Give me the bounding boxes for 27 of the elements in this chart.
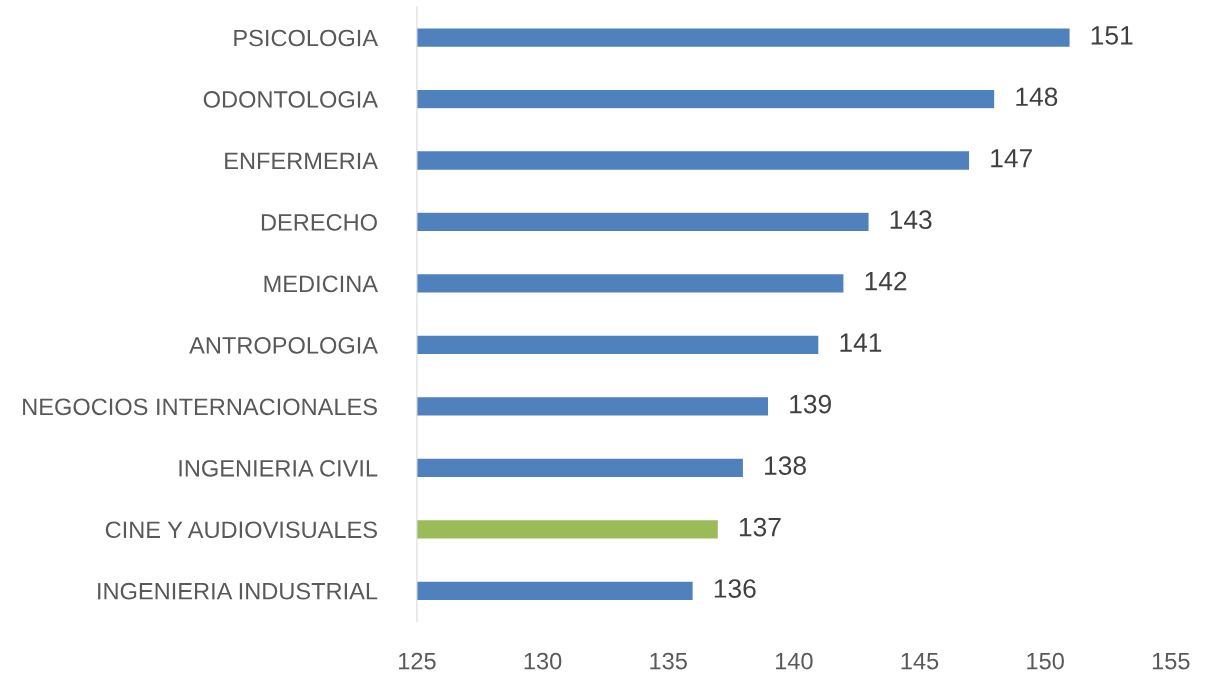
x-tick-label: 140 [775,652,813,670]
x-tick-label: 145 [901,652,939,670]
data-label: 136 [714,579,756,598]
y-tick-label: ENFERMERIA [225,152,378,170]
data-label: 143 [890,210,932,230]
x-tick-label: 155 [1152,652,1190,670]
y-tick-label: ANTROPOLOGIA [189,336,378,354]
x-tick-label: 125 [399,652,436,670]
data-label: 151 [1091,26,1133,45]
y-tick-label: PSICOLOGIA [234,29,378,47]
data-label: 139 [790,394,831,414]
y-tick-label: NEGOCIOS INTERNACIONALES [23,398,377,416]
y-tick-label: ODONTOLOGIA [203,91,378,108]
x-tick-label: 130 [524,652,562,670]
data-label: 147 [991,149,1032,168]
y-tick-label: CINE Y AUDIOVISUALES [105,521,377,539]
data-label: 138 [765,456,806,475]
x-tick-label: 135 [650,652,687,670]
y-tick-label: MEDICINA [264,275,378,293]
y-tick-label: DERECHO [261,214,377,231]
data-label: 142 [865,271,907,291]
y-tick-label: INGENIERIA CIVIL [179,459,378,477]
x-tick-label: 150 [1027,652,1064,670]
data-label: 137 [739,517,781,537]
data-label: 148 [1016,87,1058,107]
y-tick-label: INGENIERIA INDUSTRIAL [98,582,378,600]
data-label: 141 [840,333,882,352]
